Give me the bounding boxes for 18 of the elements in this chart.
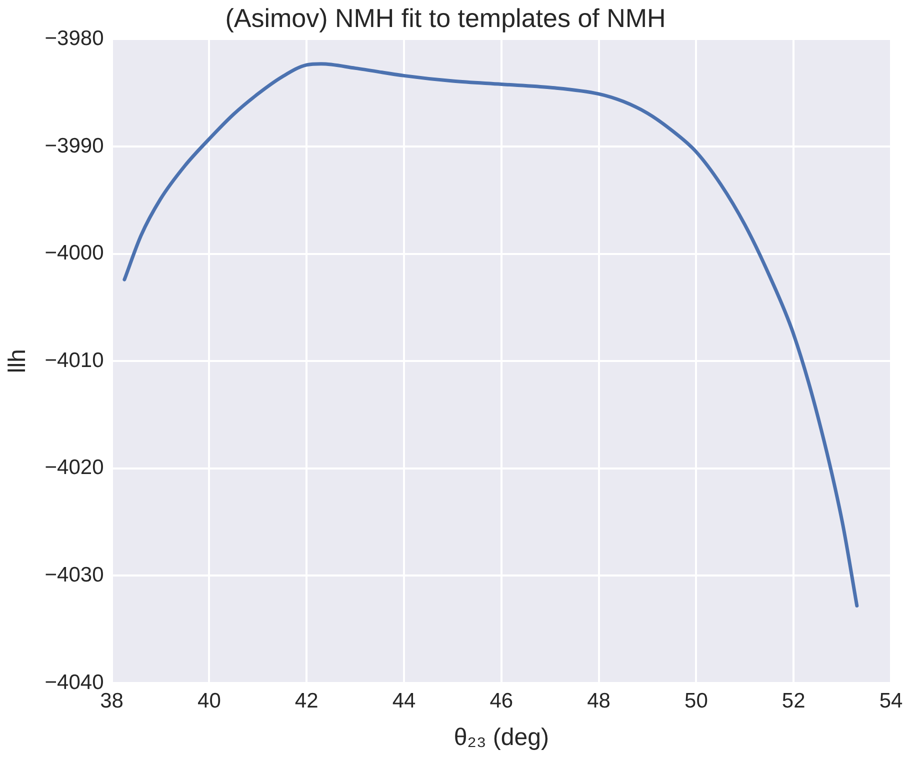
y-tick-label: −4020 [44,456,104,480]
x-tick-label: 48 [587,689,610,712]
y-tick-label: −3990 [44,134,104,158]
chart-title: (Asimov) NMH fit to templates of NMH [225,2,666,33]
x-tick-label: 54 [879,689,903,712]
x-tick-label: 52 [782,689,806,712]
x-tick-label: 42 [294,689,318,712]
x-tick-label: 44 [392,689,416,712]
x-tick-label: 50 [684,689,708,712]
x-tick-label: 40 [198,689,221,712]
line-series [122,62,859,608]
y-axis-title: llh [4,349,32,374]
y-tick-label: −4010 [44,348,104,372]
x-tick-label: 46 [490,689,514,712]
y-tick-label: −3980 [44,26,104,50]
y-tick-label: −4030 [44,563,104,586]
x-axis-title: θ₂₃ (deg) [454,724,549,752]
y-tick-label: −4000 [44,242,104,265]
